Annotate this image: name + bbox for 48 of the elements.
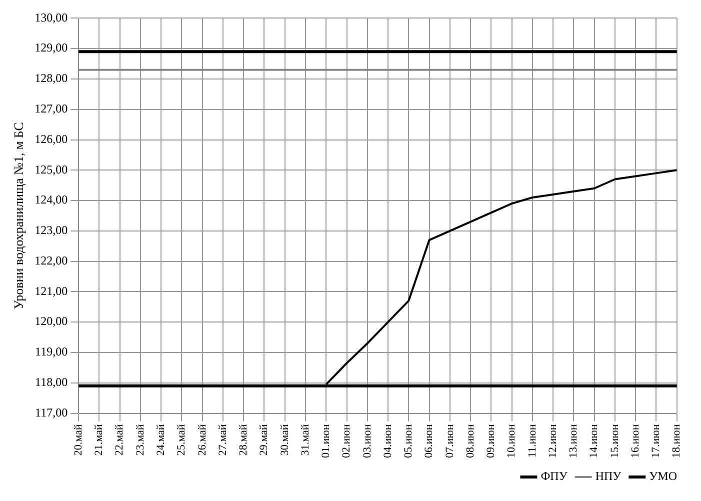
y-tick-label: 130,00	[34, 10, 68, 24]
y-tick-label: 124,00	[34, 192, 68, 207]
y-tick-label: 121,00	[34, 284, 68, 298]
legend-label: ФПУ	[540, 469, 568, 484]
x-tick-label: 18.июн	[670, 424, 683, 458]
y-tick-label: 117,00	[35, 405, 68, 420]
y-tick-label: 123,00	[34, 223, 68, 238]
x-tick-label: 01.июн	[320, 424, 332, 458]
x-tick-label: 16.июн	[629, 424, 642, 458]
x-tick-label: 26.май	[196, 424, 208, 456]
x-tick-label: 31.май	[299, 424, 312, 456]
y-axis-title: Уровни водохранилища №1, м БС	[11, 122, 26, 310]
x-tick-label: 05.июн	[402, 424, 415, 458]
y-tick-label: 126,00	[34, 132, 68, 146]
y-tick-label: 127,00	[34, 102, 68, 116]
x-tick-label: 14.июн	[588, 424, 600, 458]
x-tick-label: 25.май	[176, 424, 188, 456]
legend-label: НПУ	[595, 469, 622, 484]
x-tick-label: 27.май	[216, 424, 229, 456]
x-tick-label: 11.июн	[526, 424, 538, 458]
x-tick-label: 20.май	[72, 424, 84, 456]
legend-label: УМО	[649, 469, 678, 484]
x-tick-label: 02.июн	[340, 424, 353, 458]
y-tick-label: 125,00	[34, 162, 68, 176]
y-tick-label: 122,00	[34, 253, 68, 268]
x-tick-label: 24.май	[155, 424, 167, 456]
y-tick-label: 128,00	[34, 71, 68, 86]
x-tick-label: 06.июн	[423, 424, 436, 458]
x-tick-label: 23.май	[134, 424, 146, 456]
x-tick-label: 30.май	[278, 424, 291, 456]
x-tick-label: 15.июн	[608, 424, 621, 458]
x-tick-label: 29.май	[258, 424, 270, 456]
x-tick-label: 03.июн	[361, 424, 374, 458]
x-tick-label: 04.июн	[382, 424, 394, 458]
x-tick-label: 13.июн	[568, 424, 580, 458]
y-tick-label: 118,00	[35, 375, 68, 390]
x-tick-label: 21.май	[93, 424, 106, 456]
x-tick-label: 07.июн	[444, 424, 456, 458]
x-tick-label: 12.июн	[546, 424, 559, 458]
x-tick-label: 28.май	[238, 424, 250, 456]
x-tick-label: 22.май	[114, 424, 126, 456]
x-tick-label: 10.июн	[506, 424, 518, 458]
y-tick-label: 129,00	[34, 40, 68, 55]
y-tick-label: 120,00	[34, 314, 68, 328]
x-tick-label: 08.июн	[464, 424, 476, 458]
x-tick-label: 17.июн	[650, 424, 662, 458]
x-tick-label: 09.июн	[485, 424, 498, 458]
y-tick-label: 119,00	[35, 344, 68, 359]
